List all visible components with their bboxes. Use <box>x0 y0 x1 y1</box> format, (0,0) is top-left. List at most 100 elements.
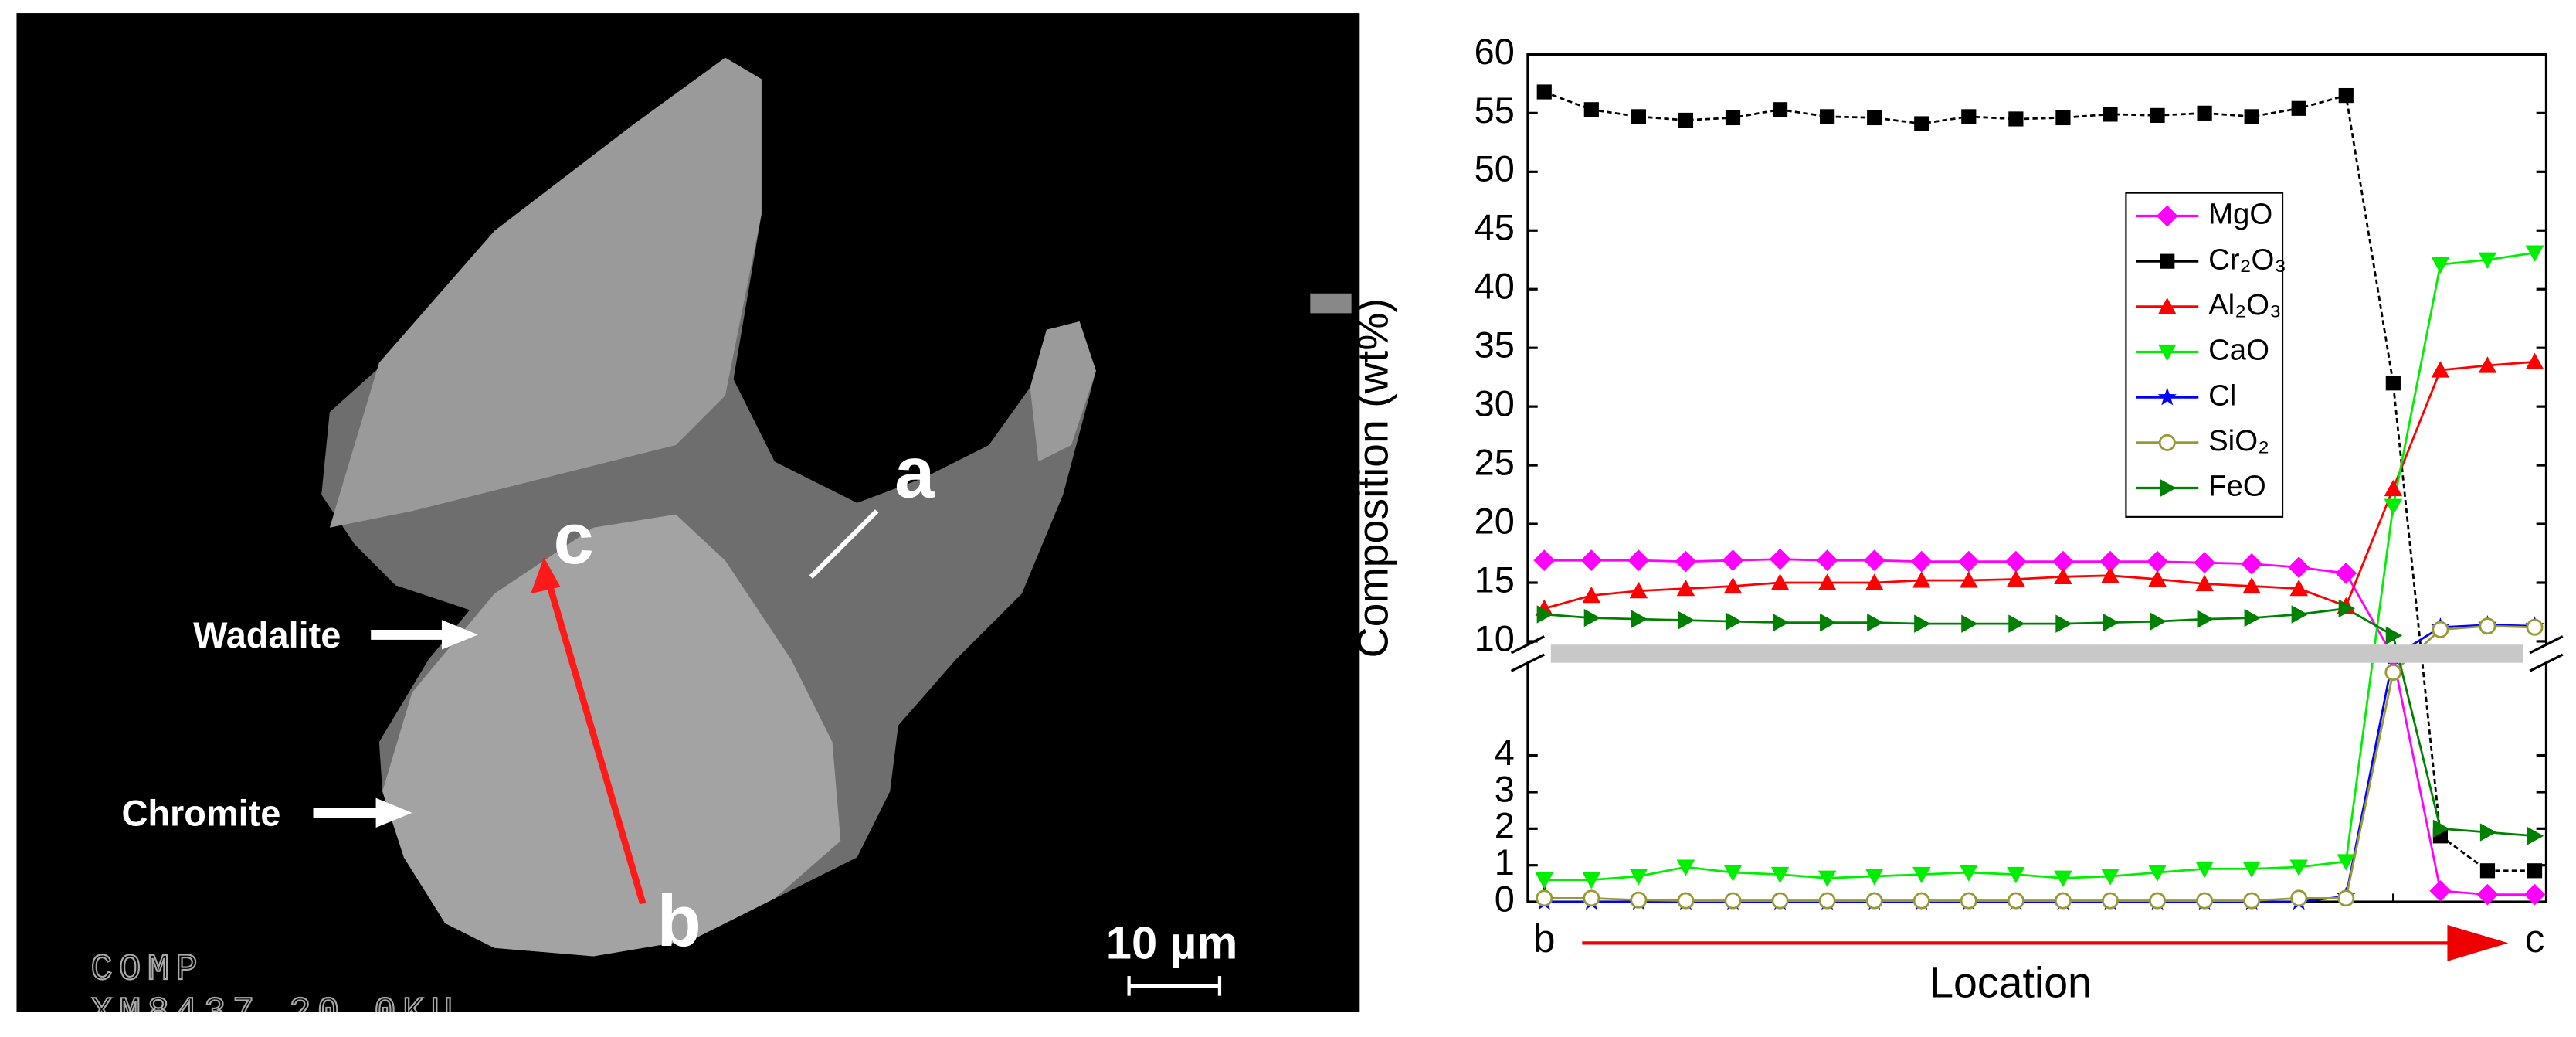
data-point <box>1914 614 1931 633</box>
x-tick-label: c <box>2525 916 2545 960</box>
data-point <box>2335 562 2357 584</box>
scale-bar-label: 10 µm <box>1106 916 1238 968</box>
data-point <box>1536 84 1552 100</box>
data-point <box>2291 605 2308 624</box>
label-arrowhead <box>441 620 478 650</box>
data-point <box>2289 859 2308 876</box>
legend-marker <box>2157 387 2177 406</box>
data-point <box>2103 613 2120 632</box>
profile-arrowhead <box>531 557 561 594</box>
y-tick-label: 20 <box>1475 501 1515 541</box>
data-point <box>1770 573 1790 590</box>
data-point <box>2147 550 2168 573</box>
data-point <box>1725 110 1741 126</box>
legend-marker <box>2158 344 2177 362</box>
data-point <box>1867 110 1882 126</box>
data-point <box>1583 102 1599 117</box>
data-point <box>2242 861 2261 879</box>
data-point <box>1816 549 1838 572</box>
series-line <box>1544 251 2535 882</box>
data-point <box>1582 586 1601 604</box>
location-arrowhead <box>2447 924 2509 961</box>
data-point <box>2008 614 2025 633</box>
legend-box <box>2125 192 2284 518</box>
data-point <box>2432 819 2450 838</box>
break-mark <box>1510 635 1545 654</box>
data-point <box>2527 863 2543 879</box>
data-point <box>2290 889 2308 907</box>
legend-label: CaO <box>2208 334 2269 367</box>
data-point <box>2288 556 2310 579</box>
data-point <box>2004 550 2027 573</box>
y-tick-label: 0 <box>1495 879 1515 919</box>
series-line <box>1543 360 2535 610</box>
data-point <box>1631 109 1646 124</box>
break-mark <box>2529 635 2564 654</box>
data-point <box>1910 550 1933 573</box>
data-point <box>1817 573 1837 590</box>
legend-label: Cr₂O₃ <box>2208 243 2286 276</box>
y-tick-label: 10 <box>1475 618 1515 658</box>
y-tick-label: 55 <box>1475 90 1515 131</box>
sem-image: a c b Wadalite Chromite 10 µm COMP XM843… <box>0 13 1368 1037</box>
data-point <box>1630 891 1648 909</box>
data-point <box>2384 664 2402 682</box>
data-point <box>2479 863 2496 879</box>
data-point <box>2195 861 2214 879</box>
data-point <box>2384 479 2403 497</box>
data-point <box>1912 571 1931 588</box>
data-point <box>2479 823 2497 842</box>
data-point <box>2052 550 2074 573</box>
data-point <box>1724 892 1742 910</box>
y-tick-label: 30 <box>1475 384 1515 424</box>
chromite-grain-lower <box>382 514 841 957</box>
data-point <box>2384 498 2403 515</box>
data-point <box>2523 883 2546 906</box>
data-point <box>2385 376 2401 391</box>
data-point <box>1631 610 1648 628</box>
data-point <box>2291 100 2306 116</box>
data-point <box>1865 892 1883 910</box>
data-point <box>2338 599 2356 618</box>
data-point <box>1580 549 1603 572</box>
series-line <box>1544 624 2535 903</box>
data-point <box>2243 892 2261 910</box>
data-point <box>2103 107 2118 122</box>
data-point <box>1582 872 1601 889</box>
data-point <box>1772 613 1790 632</box>
data-point <box>2055 110 2071 126</box>
data-point <box>2101 566 2120 583</box>
data-point <box>1957 550 1980 573</box>
data-point <box>1723 865 1743 882</box>
data-point <box>2289 579 2308 597</box>
data-point <box>2195 574 2214 592</box>
data-point <box>2150 612 2167 631</box>
data-point <box>2099 550 2121 573</box>
label-pointer <box>809 509 879 580</box>
particle <box>1310 293 1352 314</box>
data-point <box>2101 869 2120 886</box>
data-point <box>1629 869 1648 886</box>
data-point <box>1583 608 1601 627</box>
data-point <box>1536 605 1554 624</box>
series-line <box>1544 607 2535 838</box>
data-point <box>1820 613 1837 632</box>
data-point <box>1678 610 1695 630</box>
data-point <box>1867 613 1884 632</box>
data-point <box>2385 626 2403 645</box>
data-point <box>1629 581 1648 599</box>
image-label: Chromite <box>121 793 280 833</box>
x-tick-label: b <box>1533 916 1555 960</box>
series-line <box>1544 624 2535 902</box>
y-tick-label: 60 <box>1475 32 1515 72</box>
image-label: b <box>657 880 701 961</box>
data-point <box>1960 865 1978 882</box>
data-point <box>2526 618 2544 636</box>
data-point <box>2148 570 2167 587</box>
y-axis-title: Composition (wt%) <box>1349 298 1397 658</box>
data-point <box>1770 866 1790 884</box>
data-point <box>2431 257 2450 274</box>
data-point <box>2007 892 2024 910</box>
y-tick-label: 35 <box>1475 325 1515 366</box>
